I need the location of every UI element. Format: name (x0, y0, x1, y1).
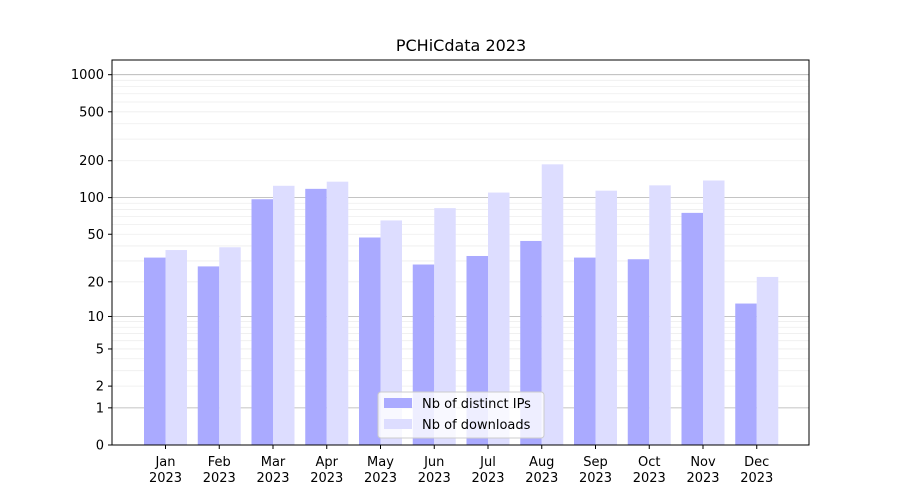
bar-distinct-ips (574, 257, 596, 445)
x-tick-label-year: 2023 (579, 471, 612, 486)
x-tick-label-year: 2023 (256, 471, 289, 486)
bar-downloads (756, 276, 779, 445)
y-tick-label: 1000 (71, 68, 104, 83)
bar-distinct-ips (681, 212, 703, 445)
bar-distinct-ips (251, 199, 273, 445)
bar-downloads (703, 180, 725, 445)
y-tick-label: 500 (79, 105, 104, 120)
x-tick-label-month: Feb (208, 455, 231, 470)
x-tick-label-month: Oct (638, 455, 660, 470)
bar-downloads (326, 181, 349, 445)
bar-downloads (488, 192, 510, 445)
x-tick-label-year: 2023 (418, 471, 451, 486)
bar-distinct-ips (735, 303, 757, 445)
chart-title: PCHiCdata 2023 (396, 36, 526, 55)
bars-layer (144, 164, 779, 446)
bar-distinct-ips (305, 188, 327, 445)
y-tick-label: 1 (96, 401, 104, 416)
x-tick-label-month: Apr (316, 455, 339, 470)
y-tick-label: 100 (79, 191, 104, 206)
y-tick-label: 200 (79, 154, 104, 169)
plot-frame (111, 59, 810, 446)
bar-downloads (595, 190, 617, 445)
x-tick-label-year: 2023 (310, 471, 343, 486)
x-tick-label-month: Jan (154, 455, 175, 470)
bar-distinct-ips (359, 237, 381, 445)
legend-swatch-downloads (384, 419, 412, 429)
bar-distinct-ips (627, 259, 650, 445)
legend-label-downloads: Nb of downloads (422, 418, 531, 433)
x-tick-label-year: 2023 (633, 471, 666, 486)
x-tick-label-year: 2023 (149, 471, 182, 486)
y-tick-label: 20 (87, 275, 104, 290)
x-tick-label-year: 2023 (740, 471, 773, 486)
bar-downloads (273, 185, 295, 446)
x-tick-label-year: 2023 (471, 471, 504, 486)
legend-label-ips: Nb of distinct IPs (422, 397, 531, 412)
x-tick-label-month: Mar (261, 455, 286, 470)
bar-downloads (649, 185, 671, 446)
legend-swatch-ips (384, 398, 412, 408)
bar-downloads (219, 247, 241, 445)
x-tick-label-year: 2023 (364, 471, 397, 486)
x-tick-label-month: Sep (583, 455, 608, 470)
bar-distinct-ips (144, 257, 166, 445)
x-tick-label-year: 2023 (203, 471, 236, 486)
x-tick-label-month: Dec (744, 455, 769, 470)
y-tick-label: 10 (87, 310, 104, 325)
x-tick-label-month: May (367, 455, 394, 470)
x-tick-label-month: Aug (529, 455, 554, 470)
x-tick-label-month: Jul (479, 455, 496, 470)
legend: Nb of distinct IPs Nb of downloads (377, 391, 545, 439)
bar-downloads (434, 208, 456, 445)
x-axis: Jan2023Feb2023Mar2023Apr2023May2023Jun20… (149, 445, 773, 486)
y-axis: 0 1 2 5 10 20 50 100 200 500 1000 (71, 68, 112, 454)
bar-downloads (165, 250, 187, 445)
legend-box (377, 391, 545, 439)
bar-downloads (380, 220, 402, 445)
bar-downloads (541, 164, 564, 445)
y-tick-label: 2 (96, 380, 104, 395)
x-tick-label-year: 2023 (525, 471, 558, 486)
x-tick-label-month: Jun (423, 455, 444, 470)
x-tick-label-month: Nov (690, 455, 716, 470)
x-tick-label-year: 2023 (686, 471, 719, 486)
bar-distinct-ips (197, 266, 220, 445)
y-tick-label: 0 (96, 439, 104, 454)
y-tick-label: 50 (87, 228, 104, 243)
y-tick-label: 5 (96, 342, 104, 357)
